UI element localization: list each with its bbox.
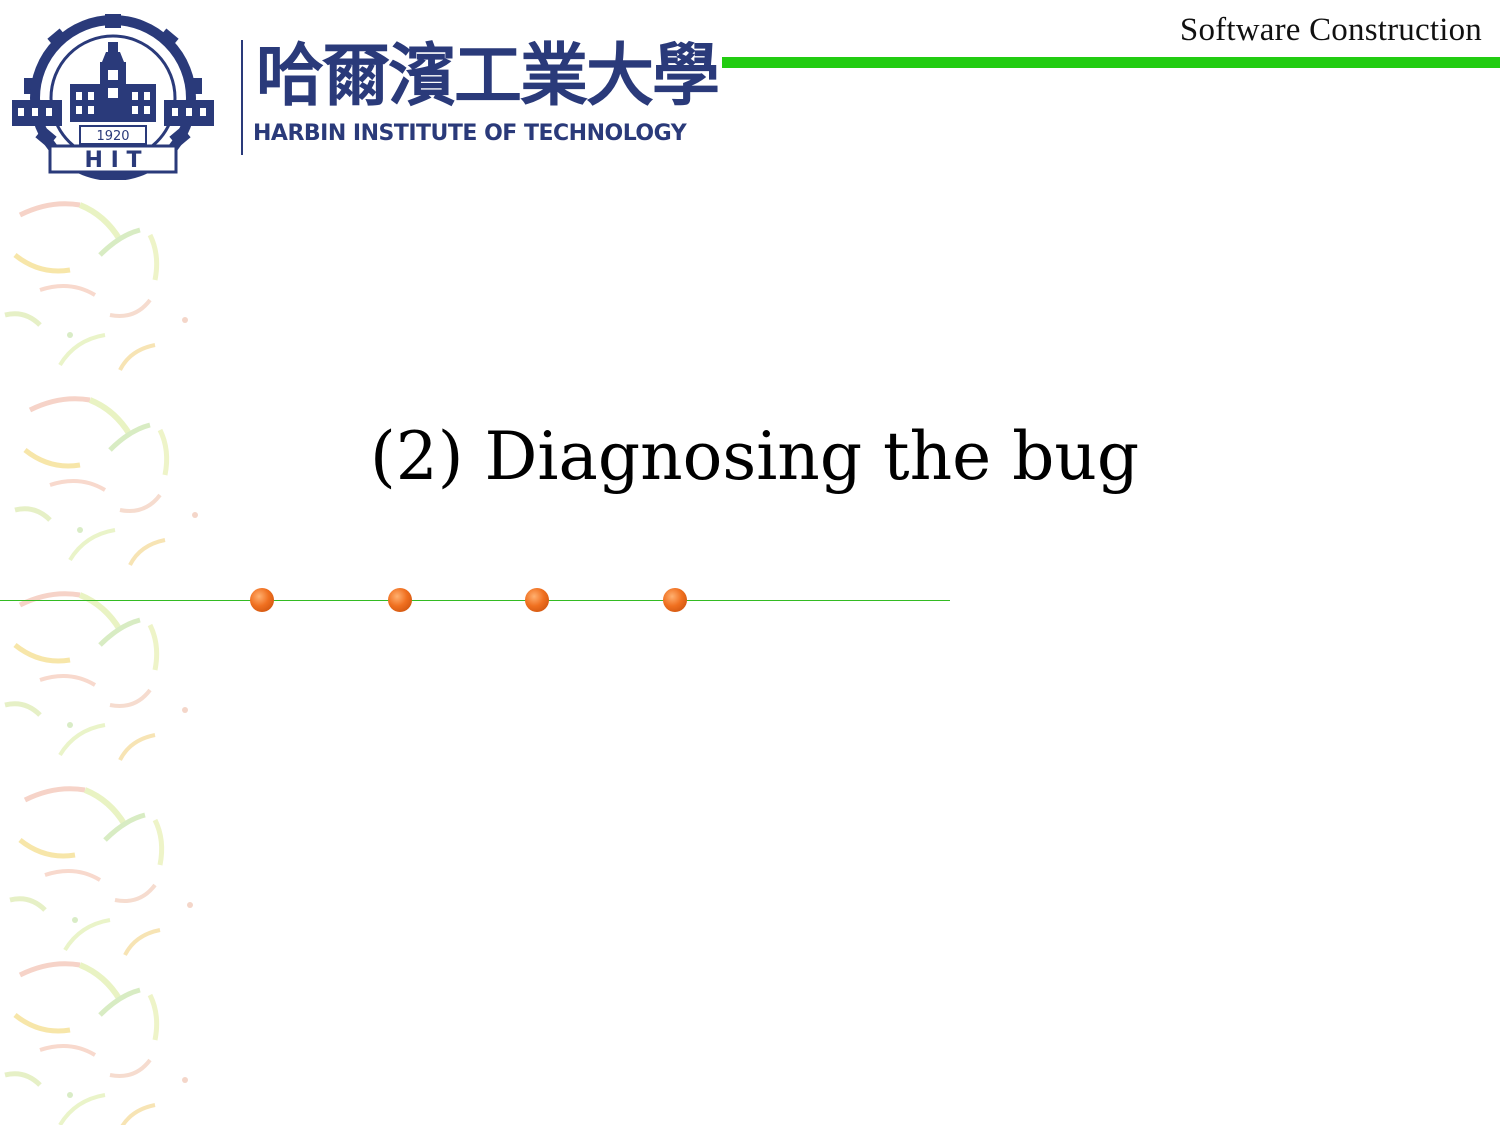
course-name: Software Construction xyxy=(1179,12,1482,48)
slide-title: (2) Diagnosing the bug xyxy=(370,418,1140,495)
slide-title-container: (2) Diagnosing the bug xyxy=(370,418,1140,495)
bullet-dot-icon xyxy=(388,588,412,612)
logo-divider xyxy=(241,40,243,155)
bullet-dot-icon xyxy=(525,588,549,612)
bullet-dot-icon xyxy=(663,588,687,612)
title-underline-rule xyxy=(0,600,950,601)
leaf-pattern-decoration xyxy=(0,195,280,1125)
bullet-dot-icon xyxy=(250,588,274,612)
university-english-name: HARBIN INSTITUTE OF TECHNOLOGY xyxy=(253,121,687,146)
emblem-letters: H I T xyxy=(85,148,142,173)
emblem-year: 1920 xyxy=(96,129,129,144)
hit-gear-emblem-icon: 1920 H I T xyxy=(12,14,214,180)
header-accent-bar xyxy=(722,57,1500,68)
university-chinese-name: 哈爾濱工業大學 xyxy=(256,36,720,116)
